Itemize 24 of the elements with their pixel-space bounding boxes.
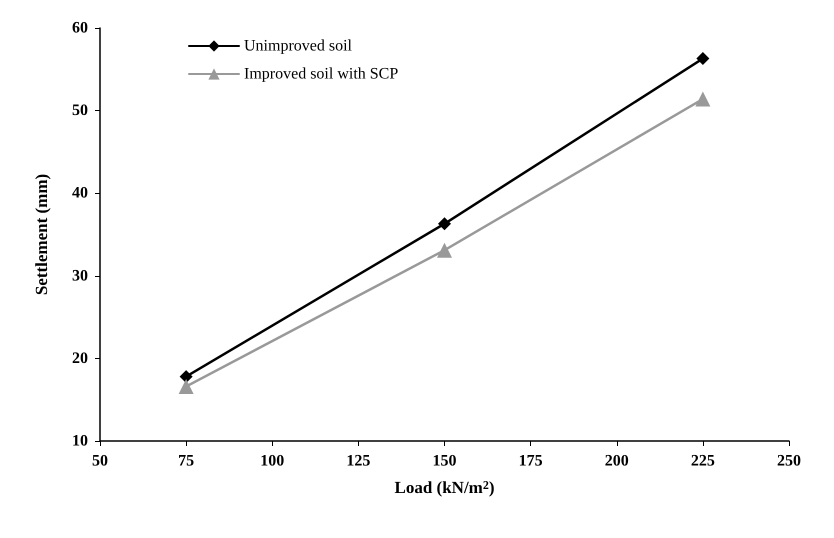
legend-label: Improved soil with SCP [244,66,398,82]
point [178,378,194,394]
y-tick-label: 40 [72,184,88,202]
point [696,52,710,66]
y-axis-title: Settlement (mm) [32,174,51,296]
x-tick-label: 200 [604,452,629,470]
y-tick-label: 30 [72,267,88,284]
x-tick-label: 75 [178,452,194,470]
point [695,92,710,107]
y-tick-label: 60 [72,20,88,36]
legend-label: Unimproved soil [244,38,353,54]
y-tick-label: 20 [72,350,88,367]
point [180,370,193,384]
y-tick-label: 10 [72,432,88,450]
y-tick-label: 50 [72,102,88,120]
x-tick-label: 150 [432,452,456,470]
x-tick-label: 100 [260,452,284,470]
x-tick-label: 250 [777,452,801,470]
x-tick-label: 175 [518,452,543,470]
x-tick-label: 225 [690,452,715,470]
x-tick-label: 125 [346,452,370,470]
point [437,242,452,258]
point [438,217,451,230]
x-tick-label: 50 [92,452,108,470]
